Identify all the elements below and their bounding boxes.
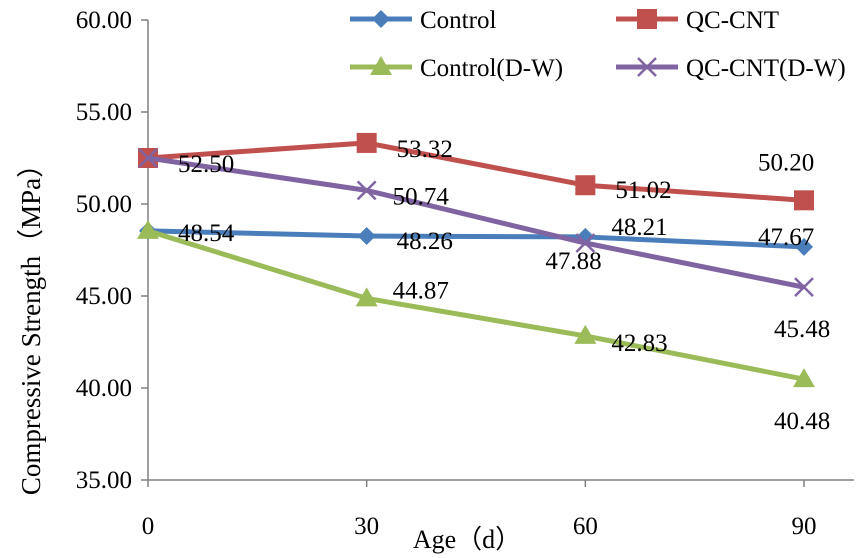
- data-label: 52.50: [178, 151, 234, 178]
- data-point: [138, 148, 158, 168]
- series-control-d-w: [137, 219, 815, 388]
- data-point: [355, 287, 378, 307]
- y-tick-label: 35.00: [76, 467, 132, 494]
- data-point: [575, 175, 596, 196]
- data-label: 40.48: [774, 408, 830, 435]
- y-tick-label: 40.00: [76, 375, 132, 402]
- data-point: [794, 277, 814, 298]
- chart-axes: 35.00 40.00 45.00 50.00 55.00 60.00 0 30 60 90: [76, 7, 854, 540]
- data-point: [794, 190, 814, 211]
- data-label: 47.88: [545, 248, 601, 275]
- legend-item: QC-CNT(D-W): [616, 55, 846, 82]
- data-point: [575, 233, 596, 253]
- data-point: [356, 132, 377, 153]
- x-marker-stroke: [138, 148, 158, 168]
- x-tick-label: 90: [792, 513, 817, 540]
- legend-marker: [372, 10, 390, 28]
- y-tick-label: 55.00: [76, 99, 132, 126]
- legend-label: Control(D-W): [420, 55, 563, 82]
- x-tick-label: 0: [142, 513, 155, 540]
- x-tick-label: 30: [354, 513, 379, 540]
- legend-label: QC-CNT(D-W): [686, 55, 846, 82]
- data-point: [137, 219, 159, 239]
- x-marker-stroke: [794, 277, 814, 298]
- y-tick-label: 50.00: [76, 191, 132, 218]
- data-label: 45.48: [774, 316, 830, 343]
- data-point: [574, 324, 597, 344]
- data-label: 48.21: [611, 214, 667, 241]
- x-marker-stroke: [575, 233, 596, 253]
- series-line: [147, 155, 805, 290]
- series-qc-cnt-d-w: [138, 148, 814, 298]
- data-label: 50.20: [758, 149, 814, 176]
- legend-item: Control(D-W): [350, 55, 563, 82]
- data-point: [356, 180, 377, 201]
- legend-item: Control: [350, 7, 496, 34]
- data-point: [795, 237, 813, 256]
- data-point: [357, 227, 376, 246]
- legend-label: Control: [420, 7, 496, 34]
- legend-marker: [637, 9, 657, 29]
- series-line: [147, 228, 805, 382]
- series-line: [147, 140, 805, 203]
- data-label: 47.67: [758, 224, 814, 251]
- legend: Control QC-CNT Control(D-W) QC-CNT(D-W): [350, 7, 846, 82]
- y-tick-label: 60.00: [76, 7, 132, 34]
- x-axis-label: Age（d）: [413, 525, 521, 554]
- series-line: [147, 228, 805, 250]
- legend-marker: [637, 57, 657, 77]
- x-tick-label: 60: [573, 513, 598, 540]
- data-label: 48.54: [178, 220, 235, 247]
- x-marker-stroke: [356, 180, 377, 201]
- data-point: [793, 368, 815, 388]
- y-tick-label: 45.00: [76, 283, 132, 310]
- y-axis-label: Compressive Strength（MPa）: [16, 151, 46, 495]
- legend-marker: [370, 56, 392, 75]
- series-control: [139, 221, 813, 256]
- data-label: 53.32: [397, 136, 453, 163]
- x-marker-stroke: [637, 57, 657, 77]
- legend-label: QC-CNT: [686, 7, 779, 34]
- data-labels: 48.54 48.26 48.21 47.67 52.50 53.32 51.02 50.20…: [178, 136, 830, 435]
- data-label: 50.74: [393, 183, 450, 210]
- series-layer: [137, 132, 815, 388]
- data-label: 44.87: [393, 277, 449, 304]
- data-label: 42.83: [611, 330, 667, 357]
- legend-item: QC-CNT: [616, 7, 779, 34]
- data-label: 51.02: [615, 177, 671, 204]
- data-label: 48.26: [397, 228, 453, 255]
